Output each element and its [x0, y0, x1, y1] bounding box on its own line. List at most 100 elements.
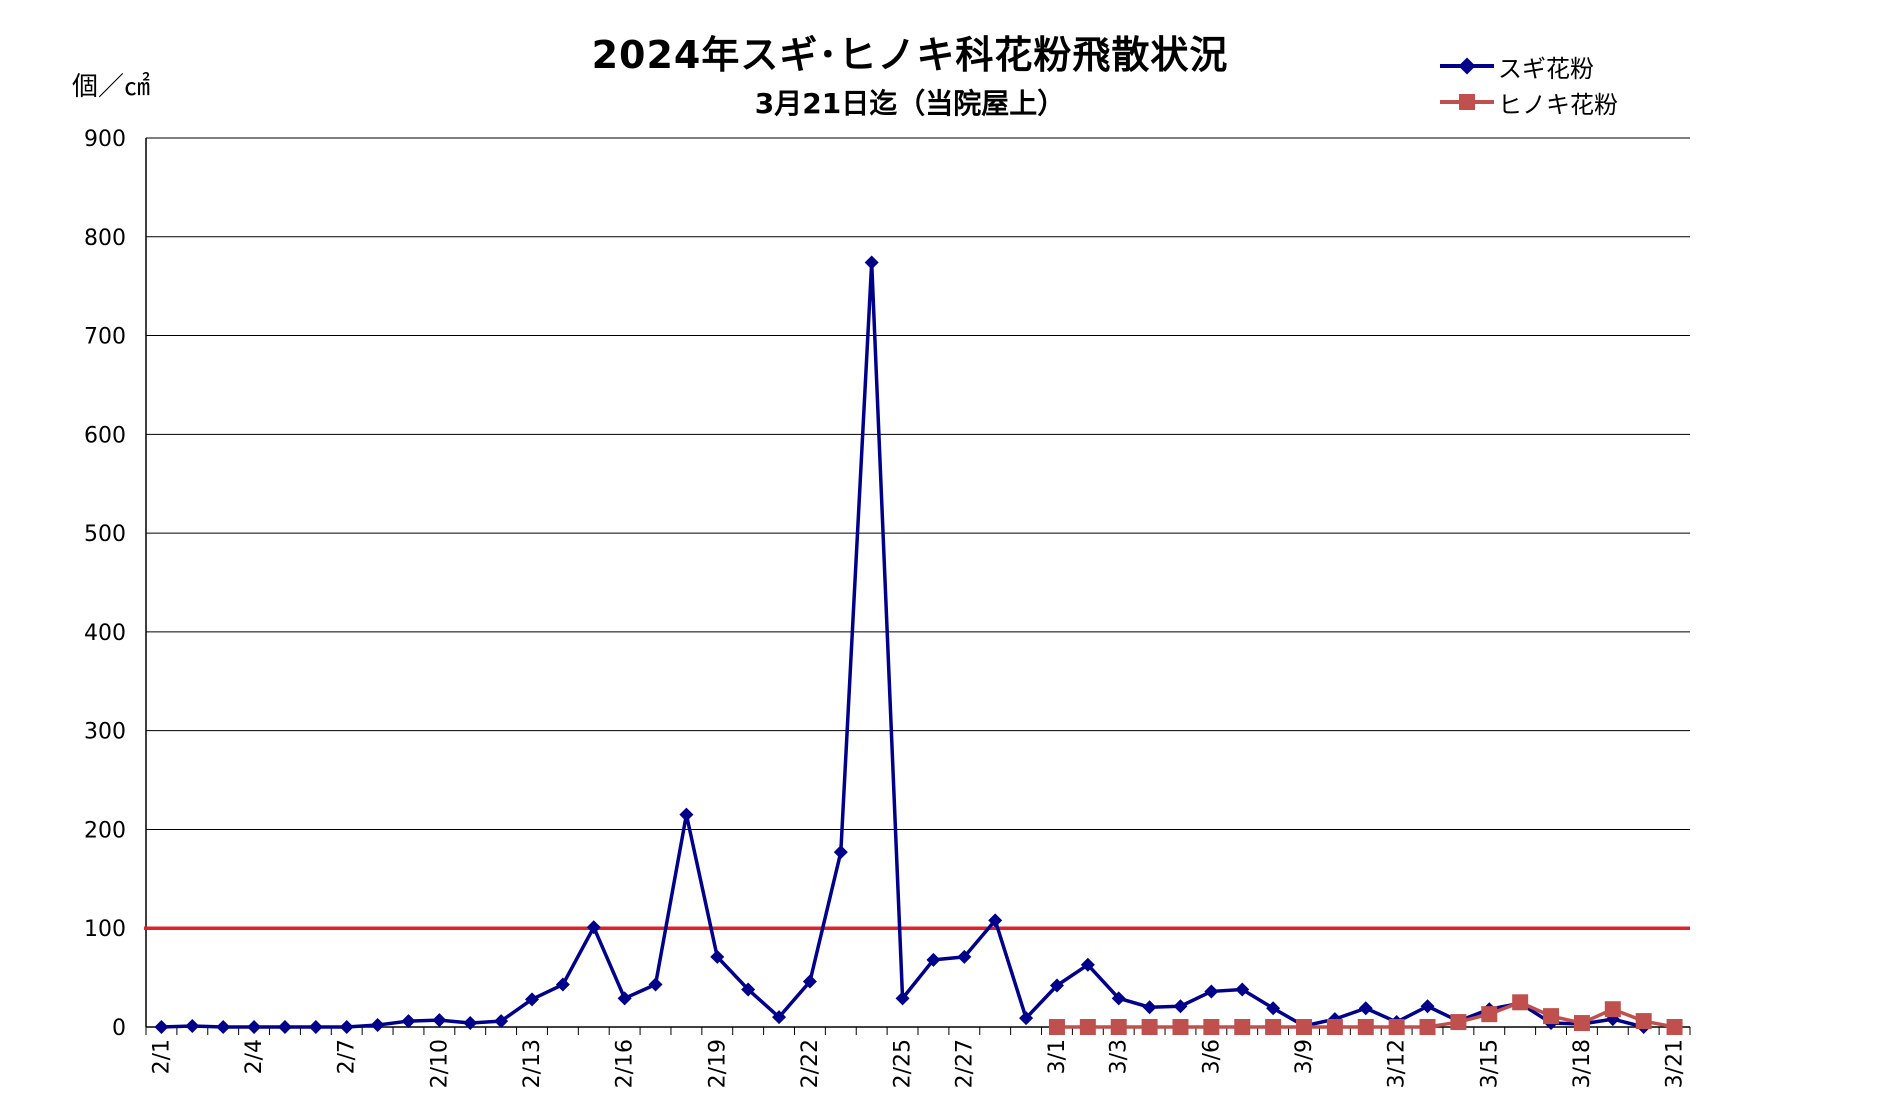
data-point-sugi-2-25 — [895, 991, 910, 1006]
x-tick-label-2-1: 2/1 — [149, 1039, 174, 1074]
x-tick-label-2-4: 2/4 — [242, 1039, 267, 1074]
data-point-sugi-2-27 — [957, 949, 972, 964]
y-tick-label-400: 400 — [84, 621, 126, 646]
data-point-sugi-2-21 — [772, 1010, 787, 1025]
legend-swatch-sugi — [1440, 56, 1494, 76]
series-hinoki — [1048, 994, 1683, 1035]
y-tick-label-900: 900 — [84, 127, 126, 152]
data-point-sugi-2-1 — [154, 1020, 169, 1034]
y-tick-label-200: 200 — [84, 818, 126, 843]
chart-title: 2024年スギ･ヒノキ科花粉飛散状況 — [591, 33, 1229, 77]
series-sugi — [154, 255, 1651, 1034]
data-point-sugi-2-6 — [308, 1020, 323, 1034]
x-tick-label-2-22: 2/22 — [798, 1039, 823, 1088]
x-tick-label-2-10: 2/10 — [427, 1039, 452, 1088]
data-point-sugi-2-26 — [926, 952, 941, 967]
data-point-sugi-2-7 — [339, 1020, 354, 1034]
legend-item-sugi: スギ花粉 — [1440, 48, 1618, 84]
data-point-sugi-3-13 — [1420, 999, 1435, 1014]
data-point-sugi-2-12 — [494, 1014, 509, 1029]
data-point-sugi-2-2 — [185, 1019, 200, 1034]
y-tick-label-800: 800 — [84, 226, 126, 251]
series-layer — [154, 255, 1683, 1035]
data-point-sugi-2-28 — [988, 913, 1003, 928]
data-point-sugi-3-7 — [1235, 982, 1250, 997]
data-point-sugi-2-20 — [741, 982, 756, 997]
x-tick-label-3-1: 3/1 — [1045, 1039, 1070, 1074]
y-axis: 0 100 200 300 400 500 600 700 800 900 — [84, 127, 147, 1041]
data-point-hinoki-3-4 — [1141, 1019, 1158, 1035]
data-point-sugi-3-3 — [1111, 991, 1126, 1006]
x-tick-label-2-25: 2/25 — [891, 1039, 916, 1088]
x-tick-label-3-15: 3/15 — [1477, 1039, 1502, 1088]
data-point-hinoki-3-16 — [1512, 994, 1529, 1011]
data-point-hinoki-3-6 — [1203, 1019, 1220, 1035]
data-point-hinoki-3-20 — [1635, 1013, 1652, 1030]
x-tick-label-2-19: 2/19 — [705, 1039, 730, 1088]
data-point-sugi-3-11 — [1358, 1001, 1373, 1016]
x-tick-label-2-16: 2/16 — [613, 1039, 638, 1088]
data-point-hinoki-3-21 — [1666, 1019, 1683, 1035]
data-point-sugi-2-11 — [463, 1016, 478, 1031]
data-point-sugi-2-15 — [586, 920, 601, 935]
data-point-hinoki-3-10 — [1326, 1019, 1343, 1035]
data-point-hinoki-3-9 — [1296, 1019, 1312, 1035]
data-point-hinoki-3-12 — [1388, 1019, 1405, 1035]
legend-swatch-hinoki — [1440, 92, 1494, 112]
data-point-hinoki-3-2 — [1079, 1019, 1096, 1035]
data-point-sugi-2-22 — [802, 974, 817, 989]
data-point-hinoki-3-14 — [1450, 1014, 1467, 1031]
x-tick-label-3-21: 3/21 — [1663, 1039, 1688, 1088]
data-point-sugi-2-13 — [525, 992, 539, 1007]
data-point-sugi-2-19 — [710, 949, 725, 964]
y-tick-label-500: 500 — [84, 522, 126, 547]
data-point-hinoki-3-18 — [1573, 1015, 1590, 1032]
data-point-sugi-2-9 — [401, 1014, 416, 1029]
data-point-sugi-2-24 — [864, 255, 879, 270]
x-axis: 2/1 2/4 2/7 2/10 2/13 2/16 2/19 2/22 2/25 2/27 3/1… — [145, 1026, 1691, 1088]
x-tick-label-3-9: 3/9 — [1292, 1039, 1317, 1074]
data-point-sugi-2-16 — [617, 991, 632, 1006]
y-tick-label-100: 100 — [84, 917, 126, 942]
data-point-sugi-3-6 — [1204, 984, 1219, 999]
data-point-sugi-2-5 — [277, 1020, 292, 1034]
data-point-hinoki-3-17 — [1543, 1008, 1560, 1025]
grid-lines — [146, 137, 1690, 929]
y-tick-label-0: 0 — [112, 1016, 126, 1041]
data-point-sugi-2-8 — [370, 1018, 385, 1033]
data-point-sugi-2-17 — [648, 977, 663, 992]
legend-label-sugi: スギ花粉 — [1498, 54, 1594, 83]
y-tick-label-700: 700 — [84, 325, 126, 350]
data-point-sugi-2-3 — [216, 1020, 231, 1034]
data-point-hinoki-3-19 — [1604, 1001, 1621, 1018]
data-point-hinoki-3-1 — [1048, 1019, 1065, 1035]
data-point-sugi-2-4 — [247, 1020, 262, 1034]
y-axis-unit: 個／㎠ — [72, 72, 151, 102]
x-tick-label-2-27: 2/27 — [952, 1039, 977, 1088]
legend: スギ花粉 ヒノキ花粉 — [1440, 48, 1618, 120]
data-point-sugi-3-8 — [1266, 1001, 1281, 1016]
data-point-sugi-3-4 — [1142, 1000, 1157, 1015]
data-point-sugi-3-1 — [1049, 978, 1064, 993]
data-point-sugi-2-14 — [555, 977, 570, 992]
data-point-hinoki-3-7 — [1234, 1019, 1251, 1035]
y-tick-label-300: 300 — [84, 720, 126, 745]
data-point-hinoki-3-3 — [1110, 1019, 1127, 1035]
x-tick-label-2-13: 2/13 — [520, 1039, 545, 1088]
series-line-sugi — [161, 260, 1645, 1029]
x-tick-label-3-18: 3/18 — [1570, 1039, 1595, 1088]
data-point-sugi-3-5 — [1173, 999, 1188, 1014]
data-point-hinoki-3-15 — [1481, 1006, 1498, 1023]
x-tick-label-3-6: 3/6 — [1199, 1039, 1224, 1074]
x-tick-label-3-12: 3/12 — [1385, 1039, 1410, 1088]
data-point-hinoki-3-5 — [1172, 1019, 1189, 1035]
x-tick-label-2-7: 2/7 — [335, 1039, 360, 1074]
legend-item-hinoki: ヒノキ花粉 — [1440, 84, 1618, 120]
y-tick-label-600: 600 — [84, 423, 126, 448]
data-point-hinoki-3-13 — [1419, 1019, 1436, 1035]
data-point-sugi-2-18 — [679, 807, 694, 822]
x-tick-label-3-3: 3/3 — [1107, 1039, 1132, 1074]
data-point-hinoki-3-11 — [1357, 1019, 1374, 1035]
legend-label-hinoki: ヒノキ花粉 — [1498, 90, 1618, 119]
